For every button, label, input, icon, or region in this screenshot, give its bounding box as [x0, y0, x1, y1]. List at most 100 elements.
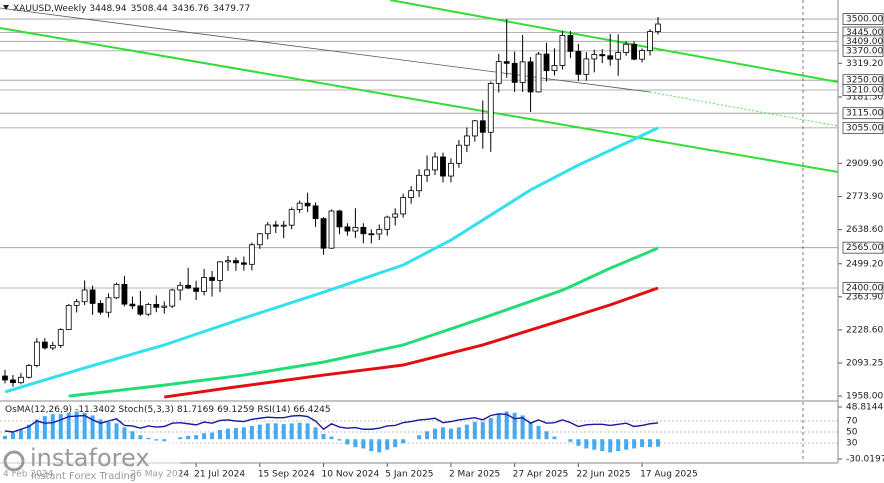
- osma-bar: [122, 427, 127, 440]
- candle-body: [647, 31, 653, 52]
- candle-body: [623, 43, 630, 53]
- osma-bar: [504, 411, 509, 440]
- candle-body: [655, 23, 661, 32]
- candle-body: [312, 205, 319, 219]
- osma-bar: [194, 435, 199, 440]
- candle-body: [591, 54, 598, 60]
- osma-bar: [425, 431, 430, 440]
- candle-body: [599, 54, 606, 57]
- level-label-box: [842, 121, 884, 134]
- candle-body: [631, 43, 638, 60]
- osma-bar: [186, 435, 191, 440]
- candle-body: [448, 162, 454, 177]
- osma-bar: [329, 436, 334, 440]
- osma-bar: [361, 439, 366, 449]
- osma-bar: [632, 439, 637, 449]
- osma-bar: [3, 435, 7, 440]
- candle-body: [615, 52, 622, 60]
- osma-bar: [305, 423, 310, 440]
- x-tick-label: 2 Mar 2025: [449, 470, 500, 480]
- trend-line: [389, 0, 839, 83]
- chart-header: XAUUSD,Weekly 3448.94 3508.44 3436.76 3479.…: [13, 4, 250, 14]
- level-label-box: [842, 282, 884, 294]
- indicator-header-part: OsMA(12,26,9): [5, 405, 72, 415]
- osma-bar: [26, 424, 31, 440]
- candle-body: [65, 304, 72, 330]
- indicator-header: OsMA(12,26,9) -11.3402 Stoch(5,3,3) 81.7169…: [5, 405, 331, 415]
- osma-bar: [480, 422, 485, 440]
- osma-bar: [66, 412, 71, 440]
- osma-bar: [616, 439, 621, 452]
- candle-body: [408, 190, 415, 198]
- osma-bar: [345, 439, 350, 445]
- osma-bar: [584, 439, 589, 449]
- menu-arrow: [3, 5, 9, 10]
- osma-bar: [249, 426, 254, 440]
- osma-bar: [313, 427, 318, 440]
- candle-body: [400, 197, 407, 215]
- osma-bar: [536, 426, 541, 440]
- level-label-box: [842, 84, 884, 96]
- candle-body: [503, 61, 510, 64]
- osma-tick-label: -30.0197: [846, 455, 884, 465]
- rsi-level-label: 30: [846, 439, 858, 449]
- candle-body: [280, 224, 287, 227]
- candle-body: [49, 345, 56, 349]
- osma-bar: [600, 439, 605, 452]
- level-label: 3055.00: [846, 123, 883, 133]
- level-label: 3370.00: [846, 46, 883, 56]
- level-label: 2565.00: [846, 243, 883, 253]
- y-tick-label: 1958.00: [846, 392, 883, 402]
- watermark-logo: [3, 450, 25, 472]
- osma-bar: [225, 428, 230, 440]
- moving-average: [68, 246, 659, 398]
- osma-bar: [210, 432, 215, 440]
- candle-body: [559, 35, 566, 66]
- level-label-box: [842, 241, 884, 254]
- osma-bar: [608, 439, 613, 453]
- trend-line: [0, 27, 839, 173]
- candle-body: [241, 262, 247, 265]
- osma-bar: [488, 418, 493, 440]
- osma-bar: [624, 439, 629, 450]
- candle-body: [233, 260, 239, 264]
- osma-bar: [114, 423, 119, 440]
- osma-bar: [592, 439, 597, 450]
- level-label-box: [842, 44, 884, 57]
- candle-body: [201, 277, 207, 292]
- osma-bar: [154, 439, 159, 441]
- osma-bar: [656, 439, 660, 447]
- indicator-header-part: 81.7169: [177, 405, 214, 415]
- level-label: 2400.00: [846, 284, 883, 294]
- rsi-line: [4, 413, 659, 433]
- candle-body: [2, 375, 8, 381]
- candle-body: [543, 53, 550, 72]
- candle-body: [256, 233, 263, 246]
- candle-body: [360, 226, 367, 235]
- osma-bar: [472, 422, 477, 440]
- osma-bar: [289, 423, 294, 440]
- candle-body: [607, 55, 614, 60]
- moving-average: [4, 126, 659, 394]
- symbol: XAUUSD,Weekly: [13, 4, 87, 14]
- candle-body: [73, 301, 80, 306]
- candle-body: [527, 61, 534, 93]
- osma-bar: [464, 424, 469, 440]
- osma-bar: [385, 439, 390, 450]
- y-tick-label: 2499.20: [846, 259, 883, 269]
- rsi-level-label: 50: [846, 428, 858, 438]
- osma-bar: [448, 428, 453, 440]
- y-tick-label: 2093.25: [846, 359, 883, 369]
- candle-body: [113, 283, 120, 299]
- osma-bar: [162, 439, 167, 442]
- y-tick-label: 3181.50: [846, 92, 883, 102]
- grid-layer: [0, 18, 842, 467]
- osma-bar: [281, 424, 286, 440]
- y-tick-label: 3319.20: [846, 59, 883, 69]
- candle-body: [416, 174, 422, 192]
- y-tick-label: 2773.90: [846, 192, 883, 202]
- osma-bar: [393, 439, 398, 448]
- osma-bar: [377, 439, 382, 453]
- candle-body: [392, 213, 399, 218]
- candle-body: [551, 65, 558, 72]
